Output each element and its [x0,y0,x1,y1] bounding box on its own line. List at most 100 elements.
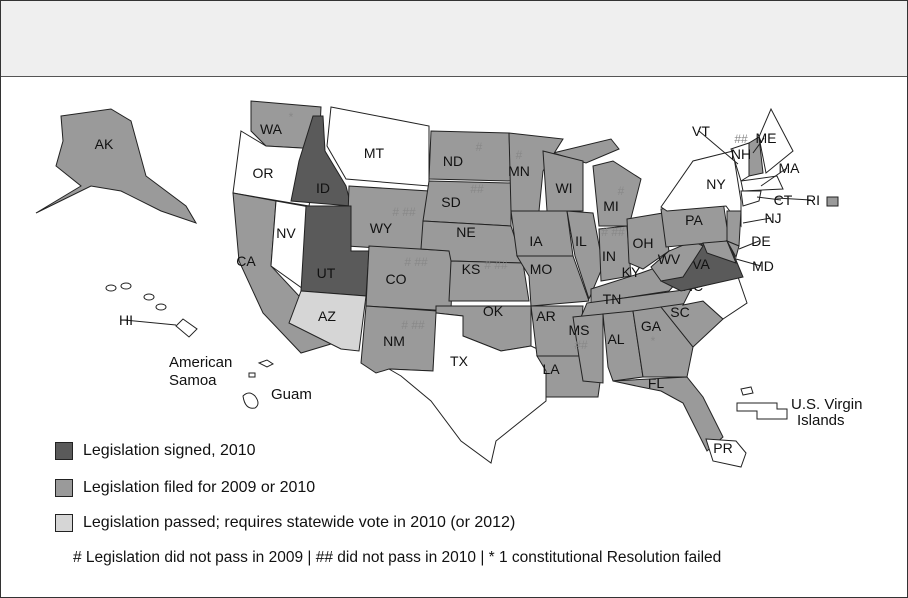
hawaii-island [105,284,117,292]
state-mark-NH: ## [734,132,748,146]
american-samoa-shape [248,359,274,378]
state-label-FL: FL [648,375,665,391]
state-label-NH: NH [731,146,751,162]
leader-line [123,319,177,326]
state-MA [740,175,784,192]
state-label-LA: LA [542,361,560,377]
state-label-OK: OK [483,303,504,319]
state-label-AL: AL [607,331,624,347]
leader-line [760,167,788,187]
state-mark-SD: ## [470,182,484,196]
state-label-NJ: NJ [764,210,781,226]
state-AK [35,108,198,224]
state-mark-NM: # ## [401,318,425,332]
state-MD [702,240,737,264]
state-label-SD: SD [441,194,460,210]
state-label-MN: MN [508,163,530,179]
state-label-IA: IA [529,233,543,249]
state-label-WI: WI [555,180,572,196]
state-label-ND: ND [443,153,463,169]
legend-item-filed: Legislation filed for 2009 or 2010 [55,479,315,497]
state-label-PR: PR [713,440,732,456]
hawaii-island [155,303,167,311]
state-label-NY: NY [706,176,726,192]
leader-line [756,196,782,201]
legend-swatch-signed [55,442,73,460]
state-label-DE: DE [751,233,770,249]
guam-shape [242,392,259,409]
state-mark-ND: # [476,140,483,154]
state-label-MO: MO [530,261,553,277]
state-KS [448,260,530,302]
guam-label: Guam [271,386,312,403]
leader-line [742,217,772,224]
state-mark-IN: # ## [601,225,625,239]
state-label-IN: IN [602,248,616,264]
state-SD [422,180,512,227]
state-label-CA: CA [236,253,256,269]
state-label-MI: MI [603,198,619,214]
state-label-ME: ME [756,130,777,146]
legend-label: Legislation passed; requires statewide v… [83,514,516,531]
state-label-AR: AR [536,308,555,324]
state-label-VA: VA [692,256,710,272]
state-mark-KS: # ## [484,258,508,272]
state-label-NM: NM [383,333,405,349]
state-DE [725,239,740,259]
state-OH [626,212,670,270]
state-ME [758,107,794,174]
state-label-CO: CO [386,271,407,287]
legend-label: Legislation filed for 2009 or 2010 [83,479,316,496]
state-label-KY: KY [622,264,641,280]
state-label-HI: HI [119,312,133,328]
footnote: # Legislation did not pass in 2009 | ## … [73,549,722,566]
leader-line [738,240,760,250]
state-label-GA: GA [641,318,662,334]
state-TX [388,312,547,464]
state-label-NV: NV [276,225,296,241]
state-label-MS: MS [569,322,590,338]
state-mark-CO: # ## [404,255,428,269]
state-WY [346,185,430,252]
leader-line [735,258,762,267]
legend-item-passed: Legislation passed; requires statewide v… [55,514,515,532]
state-label-IL: IL [575,233,587,249]
hawaii-island [120,282,132,290]
state-label-NE: NE [456,224,475,240]
state-label-UT: UT [317,265,336,281]
state-ND [428,130,512,182]
state-label-OR: OR [253,165,274,181]
state-HI [175,318,198,338]
state-mark-WA: * [289,110,294,124]
state-IL [566,210,604,301]
state-label-MA: MA [779,160,801,176]
state-label-AK: AK [95,136,114,152]
legend-swatch-filed [55,479,73,497]
state-label-WV: WV [658,251,681,267]
state-MI [592,160,642,227]
legend-label: Legislation signed, 2010 [83,442,256,459]
state-FL [612,376,724,452]
state-label-PA: PA [685,212,703,228]
leader-line [775,197,812,201]
state-WI [542,150,584,212]
state-NJ [726,210,742,247]
state-MO [516,255,590,307]
state-AZ [288,290,367,352]
state-label-VT: VT [692,123,710,139]
american-samoa-label: American Samoa [169,354,232,389]
state-MS [572,313,604,384]
usvi-shape [736,386,788,420]
header-band [1,1,907,77]
leader-line [752,137,765,154]
hawaii-island [143,293,155,301]
state-mark-WY: # ## [392,205,416,219]
state-GA [632,306,694,378]
state-NH [748,136,764,177]
state-label-ID: ID [316,180,330,196]
rhode-island-swatch [826,196,839,207]
state-label-TX: TX [450,353,469,369]
state-label-WA: WA [260,121,283,137]
state-mark-MS: ## [574,338,588,352]
